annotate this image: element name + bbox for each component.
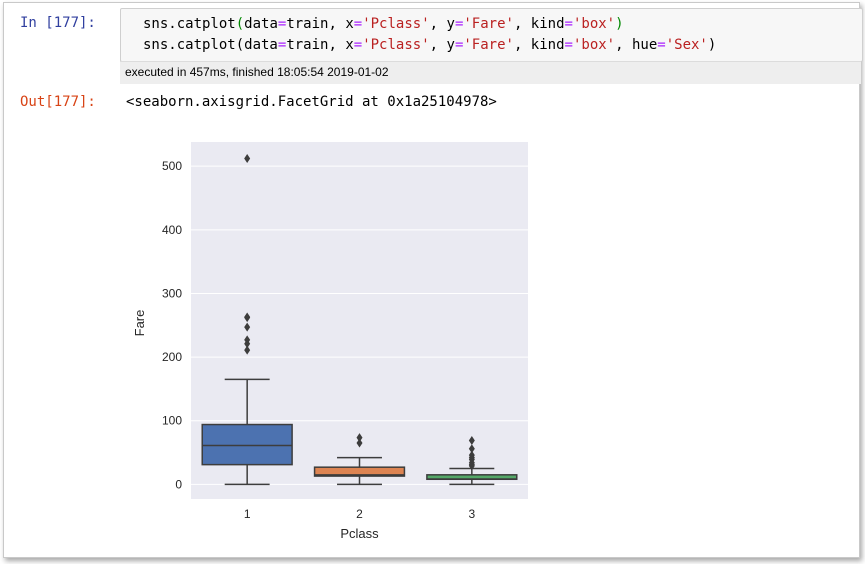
x-tick-label: 3 — [468, 507, 475, 521]
input-prompt: In [177]: — [20, 15, 96, 31]
x-tick-label: 1 — [244, 507, 251, 521]
box-group-pclass-2 — [313, 433, 406, 486]
x-axis-label: Pclass — [340, 526, 379, 541]
x-tick-label: 2 — [356, 507, 363, 521]
outlier-point — [244, 313, 251, 323]
execution-info-text: executed in 457ms, finished 18:05:54 201… — [125, 65, 389, 79]
outlier-point — [244, 339, 251, 349]
y-tick-label: 100 — [162, 414, 182, 428]
output-text: <seaborn.axisgrid.FacetGrid at 0x1a25104… — [126, 94, 497, 110]
box-group-pclass-3 — [426, 435, 518, 486]
box — [201, 423, 293, 466]
outlier-point — [468, 435, 475, 445]
boxplot-chart: 0 100 200 300 400 500 1 2 3 Pclass Fare — [132, 142, 528, 541]
boxes — [201, 154, 518, 486]
y-tick-label: 500 — [162, 159, 182, 173]
outlier-point — [244, 345, 251, 355]
x-tick-labels: 1 2 3 — [244, 507, 476, 521]
code-line-1: sns.catplot(data=train, x='Pclass', y='F… — [143, 16, 624, 32]
y-tick-label: 300 — [162, 286, 182, 300]
outlier-point — [468, 450, 475, 460]
code-text[interactable]: sns.catplot(data=train, x='Pclass', y='F… — [143, 14, 716, 56]
outlier-point — [244, 154, 251, 164]
box-group-pclass-1 — [201, 154, 293, 486]
outlier-point — [468, 444, 475, 454]
code-cell-input[interactable]: sns.catplot(data=train, x='Pclass', y='F… — [120, 8, 863, 62]
code-line-2: sns.catplot(data=train, x='Pclass', y='F… — [143, 37, 717, 53]
box — [313, 466, 406, 477]
output-prompt: Out[177]: — [20, 94, 96, 110]
outlier-point — [244, 322, 251, 332]
outlier-point — [356, 438, 363, 448]
y-tick-label: 0 — [175, 477, 182, 491]
y-tick-label: 400 — [162, 223, 182, 237]
notebook-frame: In [177]: sns.catplot(data=train, x='Pcl… — [3, 2, 863, 558]
y-tick-label: 200 — [162, 350, 182, 364]
y-axis-label: Fare — [132, 310, 147, 337]
execution-info-bar: executed in 457ms, finished 18:05:54 201… — [120, 61, 861, 84]
outlier-point — [356, 433, 363, 443]
y-tick-labels: 0 100 200 300 400 500 — [162, 159, 182, 491]
